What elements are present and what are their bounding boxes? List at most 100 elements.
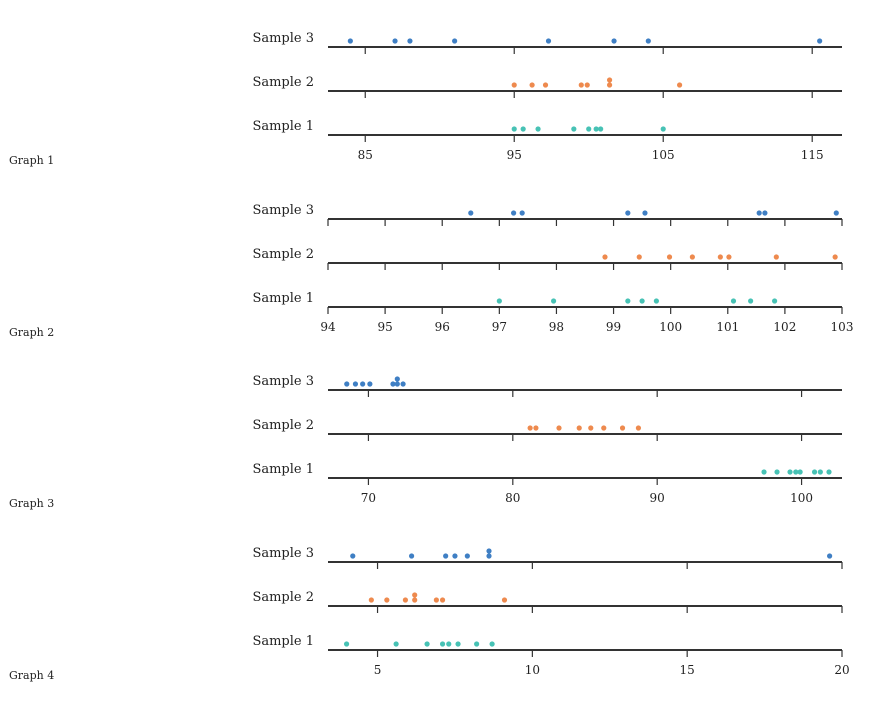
data-point xyxy=(344,381,350,387)
sample-row: Sample 1 xyxy=(252,291,843,314)
data-point xyxy=(639,298,645,304)
data-point xyxy=(762,210,768,216)
data-point xyxy=(394,381,400,387)
data-point xyxy=(826,469,832,475)
data-point xyxy=(774,469,780,475)
data-point xyxy=(409,553,415,559)
data-point xyxy=(636,254,642,260)
data-point xyxy=(625,298,631,304)
data-point xyxy=(452,553,458,559)
data-point xyxy=(352,381,359,387)
tick-label: 98 xyxy=(549,320,564,334)
data-point xyxy=(347,38,353,44)
data-point xyxy=(593,126,599,132)
tick-label: 100 xyxy=(659,320,682,334)
data-point xyxy=(550,298,557,304)
data-point xyxy=(645,38,651,44)
data-point xyxy=(486,553,492,559)
data-point xyxy=(756,210,762,216)
data-point xyxy=(660,126,666,132)
data-point xyxy=(464,553,470,559)
tick-label: 102 xyxy=(773,320,796,334)
data-point xyxy=(535,126,541,132)
graph-label: Graph 3 xyxy=(9,497,54,510)
data-point xyxy=(545,38,552,44)
sample-row: Sample 3 xyxy=(252,374,842,397)
data-point xyxy=(407,38,413,44)
tick-label: 70 xyxy=(361,491,376,505)
sample-label: Sample 1 xyxy=(252,119,314,134)
sample-label: Sample 1 xyxy=(252,291,314,306)
data-point xyxy=(533,425,539,431)
data-point xyxy=(601,425,607,431)
tick-label: 96 xyxy=(435,320,450,334)
data-point xyxy=(360,381,366,387)
tick-label: 101 xyxy=(716,320,739,334)
sample-label: Sample 3 xyxy=(252,546,314,561)
data-point xyxy=(717,254,723,260)
data-point xyxy=(653,298,659,304)
graph-4: Graph 4 Sample 3 Sample 2 Sample 1 5 10 15 20 xyxy=(9,546,850,682)
data-point xyxy=(606,82,613,88)
data-point xyxy=(797,469,803,475)
sample-label: Sample 1 xyxy=(252,634,314,649)
data-point xyxy=(817,469,823,475)
sample-label: Sample 3 xyxy=(252,374,314,389)
data-point xyxy=(602,254,608,260)
tick-label: 100 xyxy=(790,491,813,505)
data-point xyxy=(527,425,533,431)
data-point xyxy=(412,597,418,603)
tick-label: 97 xyxy=(492,320,507,334)
data-point xyxy=(571,126,577,132)
data-point xyxy=(390,381,396,387)
graph-label: Graph 2 xyxy=(9,326,54,339)
data-point xyxy=(606,77,613,83)
sample-row: Sample 1 xyxy=(252,119,842,142)
sample-row: Sample 1 xyxy=(252,634,843,657)
data-point xyxy=(468,210,474,216)
tick-label: 10 xyxy=(525,663,540,677)
data-point xyxy=(368,597,374,603)
data-point xyxy=(773,254,779,260)
data-point xyxy=(586,126,592,132)
data-point xyxy=(384,597,390,603)
data-point xyxy=(439,597,446,603)
data-point xyxy=(787,469,793,475)
sample-row: Sample 2 xyxy=(252,247,843,270)
tick-label: 105 xyxy=(652,148,675,162)
data-point xyxy=(520,126,526,132)
sample-row: Sample 3 xyxy=(252,546,843,569)
data-point xyxy=(598,126,604,132)
data-point xyxy=(642,210,648,216)
data-point xyxy=(635,425,642,431)
data-point xyxy=(588,425,594,431)
data-point xyxy=(666,254,673,260)
data-point xyxy=(730,298,737,304)
graph-label: Graph 1 xyxy=(9,154,54,167)
data-point xyxy=(343,641,350,647)
graph-2: Graph 2 Sample 3 Sample 2 Sample 1 94 95 96 97 9… xyxy=(9,203,853,339)
data-point xyxy=(402,597,409,603)
data-point xyxy=(452,38,458,44)
tick-label: 99 xyxy=(606,320,621,334)
data-point xyxy=(576,425,582,431)
graph-1: Graph 1 Sample 3 Sample 2 Sample 1 85 95 105 11… xyxy=(9,31,842,167)
data-point xyxy=(412,592,418,598)
tick-label: 20 xyxy=(834,663,849,677)
data-point xyxy=(619,425,626,431)
tick-label: 5 xyxy=(374,663,382,677)
data-point xyxy=(439,641,446,647)
data-point xyxy=(400,381,406,387)
data-point xyxy=(556,425,562,431)
data-point xyxy=(474,641,480,647)
data-point xyxy=(811,469,818,475)
sample-label: Sample 2 xyxy=(252,418,314,433)
tick-label: 115 xyxy=(801,148,824,162)
tick-label: 95 xyxy=(507,148,522,162)
sample-label: Sample 3 xyxy=(252,31,314,46)
data-point xyxy=(793,469,799,475)
graph-3: Graph 3 Sample 3 Sample 2 Sample 1 70 80 90 100 xyxy=(9,374,842,510)
data-point xyxy=(511,210,517,216)
data-point xyxy=(519,210,525,216)
tick-label: 95 xyxy=(377,320,392,334)
